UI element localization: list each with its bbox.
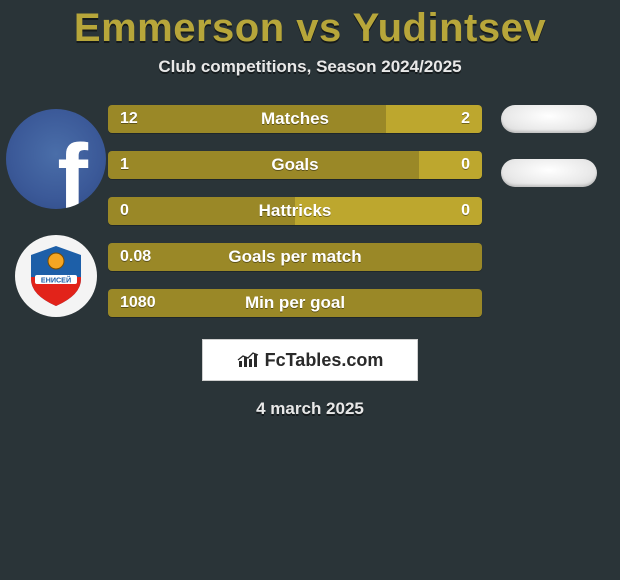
stat-row-matches: 12 2 Matches bbox=[108, 105, 482, 133]
facebook-icon: f bbox=[57, 131, 88, 209]
stat-row-hattricks: 0 0 Hattricks bbox=[108, 197, 482, 225]
stat-row-min-per-goal: 1080 Min per goal bbox=[108, 289, 482, 317]
stat-left-value: 1080 bbox=[108, 289, 482, 317]
comparison-content: f ЕНИСЕЙ 12 2 Matches 1 0 Goals 0 0 bbox=[0, 105, 620, 317]
page-subtitle: Club competitions, Season 2024/2025 bbox=[0, 57, 620, 77]
stat-right-value: 0 bbox=[419, 151, 482, 179]
player-left-club-badge: ЕНИСЕЙ bbox=[15, 235, 97, 317]
stat-right-value: 0 bbox=[295, 197, 482, 225]
stat-left-value: 0 bbox=[108, 197, 295, 225]
right-player-column bbox=[484, 105, 614, 187]
player-right-pill bbox=[501, 105, 597, 133]
stat-left-value: 12 bbox=[108, 105, 386, 133]
page-title: Emmerson vs Yudintsev bbox=[0, 6, 620, 51]
player-left-avatar: f bbox=[6, 109, 106, 209]
stat-right-value: 2 bbox=[386, 105, 482, 133]
stat-row-goals: 1 0 Goals bbox=[108, 151, 482, 179]
bar-chart-icon bbox=[237, 351, 259, 369]
player-right-pill bbox=[501, 159, 597, 187]
footer-date: 4 march 2025 bbox=[0, 399, 620, 419]
stat-left-value: 1 bbox=[108, 151, 419, 179]
svg-text:ЕНИСЕЙ: ЕНИСЕЙ bbox=[41, 276, 71, 285]
club-badge-icon: ЕНИСЕЙ bbox=[23, 243, 89, 309]
brand-text: FcTables.com bbox=[265, 350, 384, 371]
stat-row-goals-per-match: 0.08 Goals per match bbox=[108, 243, 482, 271]
left-player-column: f ЕНИСЕЙ bbox=[6, 105, 106, 317]
stat-bars: 12 2 Matches 1 0 Goals 0 0 Hattricks 0.0… bbox=[106, 105, 484, 317]
brand-box[interactable]: FcTables.com bbox=[202, 339, 418, 381]
stat-left-value: 0.08 bbox=[108, 243, 482, 271]
